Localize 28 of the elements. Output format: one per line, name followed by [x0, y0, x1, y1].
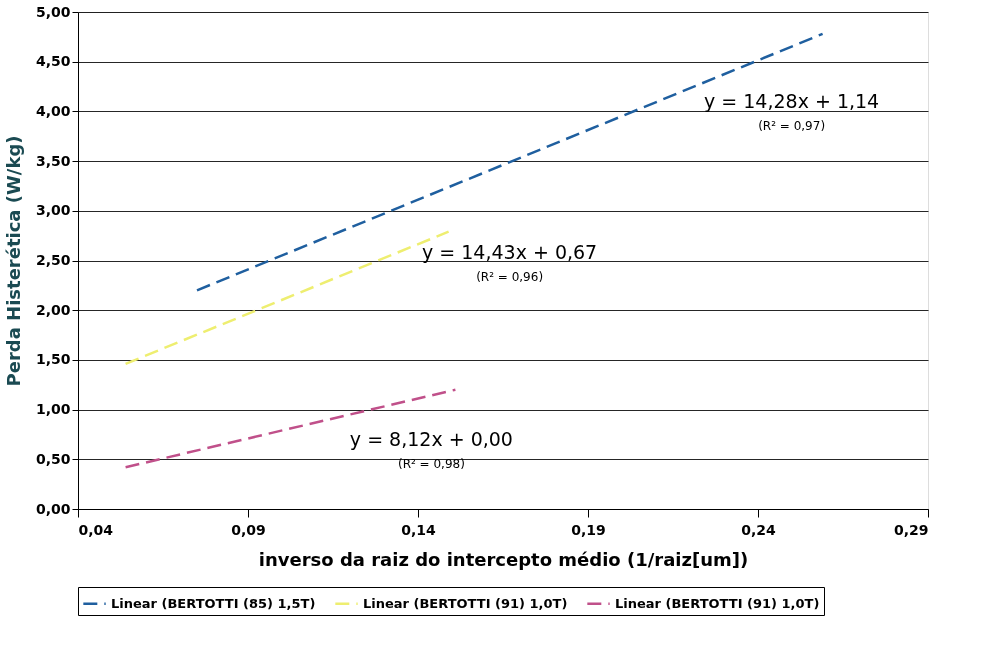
- y-tick-label: 0,50: [35, 450, 71, 467]
- x-tick-label: 0,19: [571, 521, 606, 538]
- y-tick-label: 3,00: [35, 202, 71, 219]
- y-tick-label: 4,00: [35, 102, 71, 119]
- x-tick-label: 0,24: [741, 521, 777, 538]
- y-tick-label: 3,50: [35, 152, 71, 169]
- annotation: (R² = 0,96): [476, 269, 544, 284]
- y-tick-label: 1,00: [35, 401, 71, 418]
- y-tick-label: 0,00: [35, 500, 71, 517]
- legend-label: Linear (BERTOTTI (91) 1,0T): [363, 595, 568, 611]
- x-tick-label: 0,04: [78, 521, 114, 538]
- x-tick-label: 0,14: [401, 521, 437, 538]
- y-axis-title: Perda Histerética (W/kg): [2, 135, 24, 387]
- y-tick-label: 1,50: [35, 351, 71, 368]
- annotation: y = 14,43x + 0,67: [422, 240, 598, 263]
- y-tick-label: 2,50: [35, 252, 71, 268]
- annotation: (R² = 0,97): [758, 118, 826, 133]
- x-tick-label: 0,29: [893, 521, 929, 538]
- y-tick-label: 4,50: [35, 53, 71, 70]
- legend-label: Linear (BERTOTTI (85) 1,5T): [111, 595, 316, 611]
- x-axis-title: inverso da raiz do intercepto médio (1/raiz[um]): [258, 548, 749, 570]
- y-tick-label: 2,00: [35, 301, 71, 318]
- x-tick-label: 0,09: [231, 521, 266, 538]
- annotation: y = 8,12x + 0,00: [349, 427, 513, 450]
- annotation: y = 14,28x + 1,14: [704, 89, 880, 112]
- legend-label: Linear (BERTOTTI (91) 1,0T): [615, 595, 820, 611]
- annotation: (R² = 0,98): [397, 456, 465, 471]
- y-tick-label: 5,00: [35, 3, 71, 20]
